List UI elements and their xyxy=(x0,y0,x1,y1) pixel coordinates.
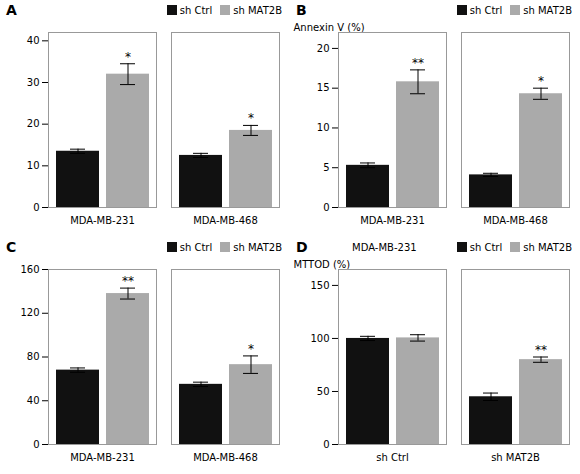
svg-text:*: * xyxy=(538,74,544,88)
svg-text:MDA-MB-231: MDA-MB-231 xyxy=(70,215,135,226)
html-text:sh MAT2B: sh MAT2B xyxy=(233,241,282,253)
svg-text:20: 20 xyxy=(317,43,330,54)
html-text:D: D xyxy=(296,239,308,255)
svg-text:40: 40 xyxy=(27,35,40,46)
svg-text:*: * xyxy=(248,342,254,356)
html-text:sh Ctrl: sh Ctrl xyxy=(179,241,213,253)
svg-text:0: 0 xyxy=(33,202,39,213)
svg-text:MTTOD (%): MTTOD (%) xyxy=(294,259,351,270)
html-text:sh Ctrl: sh Ctrl xyxy=(469,4,503,16)
svg-text:5: 5 xyxy=(323,162,329,173)
svg-text:150: 150 xyxy=(310,280,329,291)
svg-text:0: 0 xyxy=(33,439,39,450)
svg-text:**: ** xyxy=(122,274,134,288)
svg-text:15: 15 xyxy=(317,82,330,93)
svg-text:30: 30 xyxy=(27,77,40,88)
svg-text:20: 20 xyxy=(27,118,40,129)
svg-text:0: 0 xyxy=(323,439,329,450)
svg-text:10: 10 xyxy=(27,160,40,171)
html-text:sh MAT2B: sh MAT2B xyxy=(523,241,572,253)
svg-text:MDA-MB-468: MDA-MB-468 xyxy=(193,452,258,463)
svg-text:Annexin V (%): Annexin V (%) xyxy=(294,22,365,33)
svg-text:120: 120 xyxy=(20,307,39,318)
svg-text:**: ** xyxy=(535,343,547,357)
html-text:sh Ctrl: sh Ctrl xyxy=(179,4,213,16)
svg-text:sh Ctrl: sh Ctrl xyxy=(376,452,409,463)
svg-text:**: ** xyxy=(412,56,424,70)
svg-text:*: * xyxy=(248,111,254,125)
html-text:A: A xyxy=(6,2,17,18)
svg-text:MDA-MB-468: MDA-MB-468 xyxy=(193,215,258,226)
svg-text:sh MAT2B: sh MAT2B xyxy=(491,452,540,463)
html-text:B: B xyxy=(296,2,307,18)
svg-text:50: 50 xyxy=(317,386,330,397)
html-text:sh MAT2B: sh MAT2B xyxy=(233,4,282,16)
svg-text:MDA-MB-468: MDA-MB-468 xyxy=(483,215,548,226)
svg-text:40: 40 xyxy=(27,395,40,406)
svg-text:MDA-MB-231: MDA-MB-231 xyxy=(360,215,425,226)
svg-text:*: * xyxy=(125,50,131,64)
svg-text:MDA-MB-231: MDA-MB-231 xyxy=(70,452,135,463)
html-text:sh Ctrl: sh Ctrl xyxy=(469,241,503,253)
svg-text:10: 10 xyxy=(317,122,330,133)
svg-text:160: 160 xyxy=(20,264,39,275)
svg-text:0: 0 xyxy=(323,202,329,213)
svg-text:100: 100 xyxy=(310,333,329,344)
html-text:sh MAT2B: sh MAT2B xyxy=(523,4,572,16)
html-text:MDA-MB-231: MDA-MB-231 xyxy=(352,241,417,253)
svg-text:80: 80 xyxy=(27,351,40,362)
html-text:C: C xyxy=(6,239,17,255)
